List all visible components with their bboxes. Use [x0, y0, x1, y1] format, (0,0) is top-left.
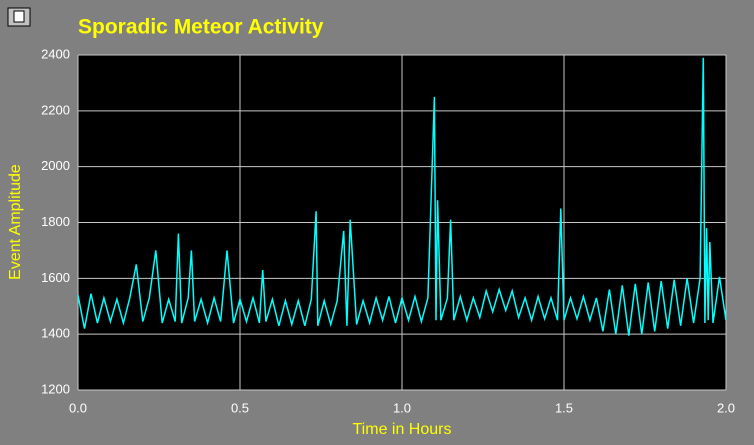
x-tick-label: 0.0	[69, 400, 87, 415]
y-tick-label: 1400	[41, 326, 70, 341]
x-tick-label: 2.0	[717, 400, 735, 415]
signal-line	[77, 57, 727, 336]
x-axis-label: Time in Hours	[353, 421, 452, 438]
y-tick-label: 1200	[41, 381, 70, 396]
y-tick-label: 1600	[41, 270, 70, 285]
chart-title: Sporadic Meteor Activity	[78, 16, 324, 39]
x-tick-label: 0.5	[231, 400, 249, 415]
x-tick-label: 1.5	[555, 400, 573, 415]
y-tick-label: 1800	[41, 214, 70, 229]
system-menu-button[interactable]	[7, 7, 31, 27]
x-tick-label: 1.0	[393, 400, 411, 415]
y-tick-label: 2400	[41, 46, 70, 61]
y-axis-label: Event Amplitude	[7, 164, 24, 280]
y-tick-label: 2200	[41, 102, 70, 117]
y-tick-label: 2000	[41, 158, 70, 173]
button-icon	[13, 10, 25, 23]
